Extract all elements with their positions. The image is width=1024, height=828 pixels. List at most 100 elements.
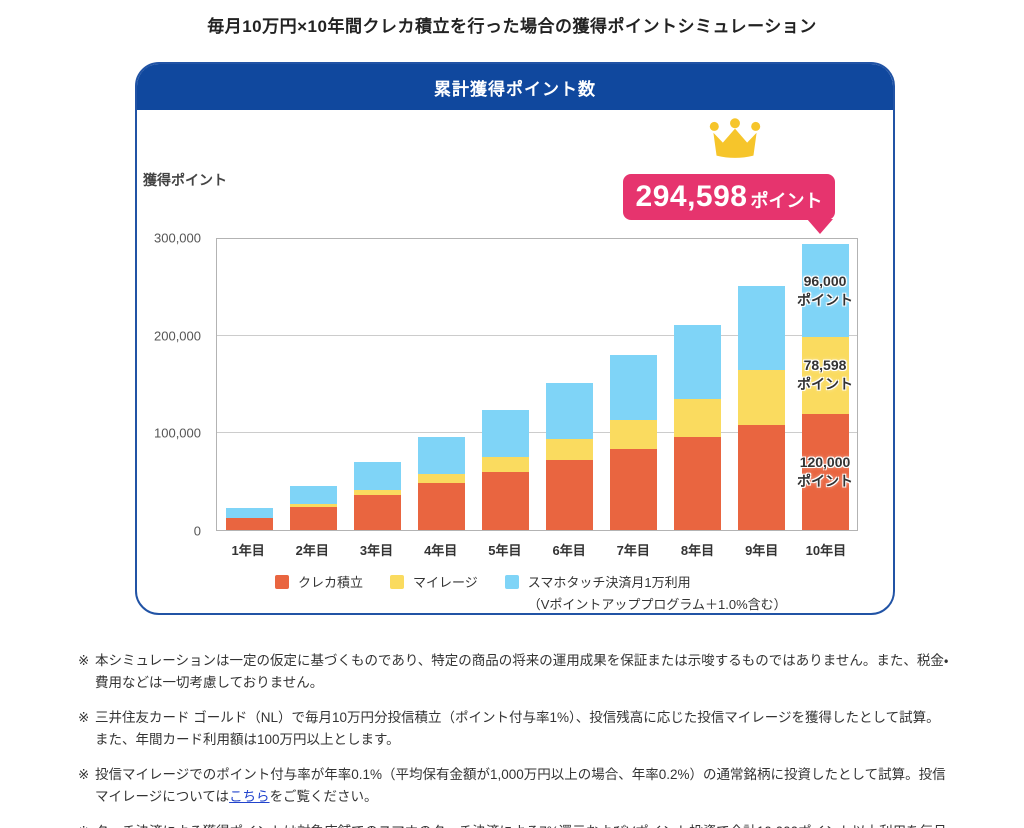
- x-tick-label: 1年目: [231, 543, 265, 558]
- total-points-unit: ポイント: [750, 191, 823, 211]
- x-tick-label: 2年目: [295, 543, 329, 558]
- gridline: [217, 335, 857, 336]
- bar-slot: [281, 239, 345, 530]
- bar-slot: [217, 239, 281, 530]
- y-axis-title: 獲得ポイント: [143, 172, 227, 188]
- bar-slot: [729, 239, 793, 530]
- bar-segment: [737, 425, 785, 530]
- bar-segment: [801, 244, 849, 338]
- footnote: ※ 本シミュレーションは一定の仮定に基づくものであり、特定の商品の将来の運用成果を…: [78, 650, 952, 694]
- legend-swatch: [275, 574, 289, 589]
- bar-slot: [473, 239, 537, 530]
- stacked-bar-2年目: [289, 239, 337, 530]
- bar-segment: [289, 504, 337, 507]
- bar-slot: [345, 239, 409, 530]
- bar-segment: [225, 508, 273, 518]
- footnote: ※タッチ決済による獲得ポイントは対象店舗でのスマホのタッチ決済による7%還元およ…: [78, 821, 952, 828]
- bar-segment: [353, 495, 401, 530]
- stacked-bar-8年目: [673, 239, 721, 530]
- footnote: ※ 投信マイレージでのポイント付与率が年率0.1%（平均保有金額が1,000万円以…: [78, 764, 952, 808]
- bar-slot: [665, 239, 729, 530]
- simulation-card: 累計獲得ポイント数 獲得ポイント 294,598 ポイント: [135, 62, 895, 615]
- bar-segment: [289, 485, 337, 505]
- footnotes: ※ 本シミュレーションは一定の仮定に基づくものであり、特定の商品の将来の運用成果を…: [78, 650, 952, 828]
- x-tick-label: 6年目: [552, 543, 586, 558]
- segment-value-label: 96,000 ポイント: [797, 272, 853, 308]
- stacked-bar-10年目: [801, 239, 849, 530]
- bar-segment: [737, 369, 785, 426]
- stacked-bar-7年目: [609, 239, 657, 530]
- bar-segment: [545, 460, 593, 530]
- total-points-badge: 294,598 ポイント: [623, 174, 835, 234]
- x-tick-label: 3年目: [359, 543, 394, 558]
- stacked-bar-4年目: [417, 239, 465, 530]
- x-tick-label: 5年目: [488, 543, 522, 558]
- bar-segment: [353, 461, 401, 490]
- legend-item: スマホタッチ決済月1万利用 （Vポイントアッププログラム＋1.0%含む）: [504, 572, 787, 613]
- bar-segment: [417, 436, 465, 474]
- bar-segment: [545, 383, 593, 439]
- bar-segment: [609, 354, 657, 420]
- stacked-bar-3年目: [353, 239, 401, 530]
- legend-item: マイレージ: [390, 572, 478, 591]
- card-header-title: 累計獲得ポイント数: [434, 79, 596, 99]
- bar-segment: [801, 413, 849, 530]
- footnote-marker: ※: [78, 767, 90, 782]
- bar-segment: [673, 436, 721, 530]
- crown-icon: [708, 118, 762, 160]
- badge-tail: [807, 219, 833, 234]
- legend-sublabel: （Vポイントアッププログラム＋1.0%含む）: [527, 597, 787, 612]
- bar-slot: [409, 239, 473, 530]
- segment-value-label: 78,598 ポイント: [797, 357, 853, 393]
- gridline: [217, 432, 857, 433]
- stacked-bar-9年目: [737, 239, 785, 530]
- bar-slot: [537, 239, 601, 530]
- bar-segment: [225, 518, 273, 530]
- bar-segment: [801, 337, 849, 414]
- segment-value-label: 120,000 ポイント: [797, 453, 853, 489]
- bar-segment: [609, 419, 657, 449]
- footnote-marker: ※: [78, 821, 89, 828]
- legend-label: スマホタッチ決済月1万利用: [527, 575, 691, 590]
- bar-segment: [481, 471, 529, 530]
- bar-segment: [673, 324, 721, 400]
- y-axis-ticks: 0 100,000 200,000 300,000: [137, 231, 209, 539]
- legend-label: マイレージ: [413, 575, 478, 590]
- total-points-value: 294,598: [635, 180, 748, 213]
- legend-item: クレカ積立: [275, 572, 363, 591]
- stacked-bar-6年目: [545, 239, 593, 530]
- x-tick-label: 10年目: [805, 543, 847, 558]
- bar-segment: [609, 448, 657, 530]
- stacked-bar-chart: 96,000 ポイント 78,598 ポイント 120,000 ポイント: [216, 238, 858, 531]
- bar-segment: [417, 483, 465, 530]
- y-tick-label: 100,000: [154, 425, 201, 441]
- card-header: 累計獲得ポイント数: [137, 64, 893, 110]
- footnote-marker: ※: [78, 653, 90, 668]
- legend-label: クレカ積立: [298, 575, 364, 590]
- x-tick-label: 7年目: [616, 543, 650, 558]
- stacked-bar-1年目: [225, 239, 273, 530]
- legend-swatch: [390, 574, 405, 589]
- footnote-marker: ※: [78, 710, 90, 725]
- bar-slot: [601, 239, 665, 530]
- bar-segment: [545, 438, 593, 461]
- y-tick-label: 0: [193, 523, 201, 539]
- x-axis-labels: 1年目 2年目 3年目 4年目 5年目 6年目 7年目 8年目 9年目 10年目: [216, 540, 858, 560]
- bar-segment: [737, 286, 785, 370]
- x-tick-label: 9年目: [745, 543, 779, 558]
- legend-swatch: [504, 574, 519, 589]
- footnote: ※ 三井住友カード ゴールド（NL）で毎月10万円分投信積立（ポイント付与率1%）…: [78, 707, 952, 751]
- bar-segment: [353, 489, 401, 496]
- kochira-link[interactable]: こちら: [229, 789, 270, 804]
- y-tick-label: 200,000: [154, 328, 201, 344]
- stacked-bar-5年目: [481, 239, 529, 530]
- bar-segment: [481, 457, 529, 472]
- chart-legend: クレカ積立 マイレージ スマホタッチ決済月1万利用 （Vポイントアッププログラム＋1.…: [275, 572, 814, 613]
- card-body: 獲得ポイント 294,598 ポイント 0 100,000 200,000 300,0…: [137, 110, 893, 613]
- page-title: 毎月10万円×10年間クレカ積立を行った場合の獲得ポイントシミュレーション: [207, 17, 817, 36]
- bar-segment: [673, 399, 721, 437]
- bar-segment: [225, 517, 273, 519]
- x-tick-label: 4年目: [424, 543, 458, 558]
- bar-slot: [793, 239, 857, 530]
